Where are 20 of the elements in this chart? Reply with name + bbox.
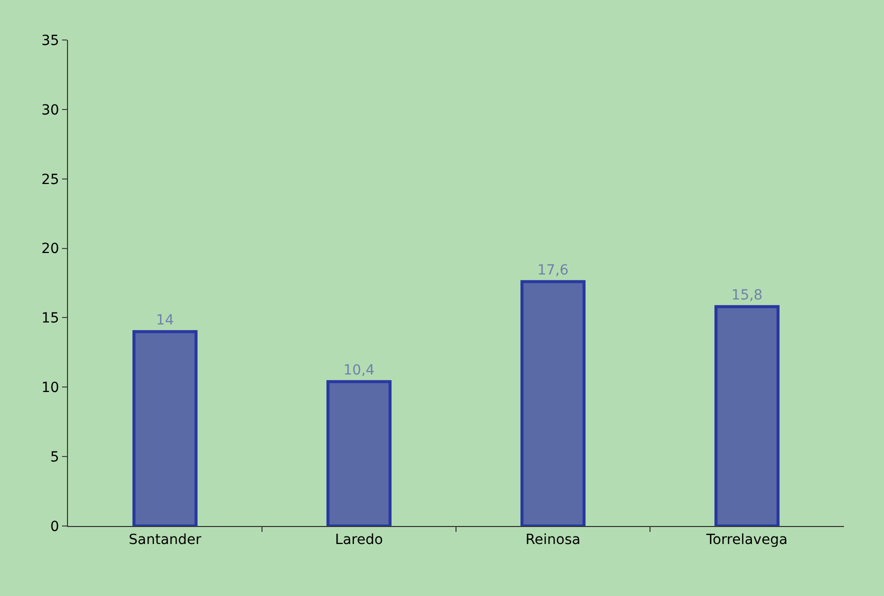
x-tick-label: Torrelavega <box>705 532 788 548</box>
x-tick-label: Reinosa <box>526 532 580 548</box>
x-tick-label: Santander <box>128 532 202 548</box>
x-tick-label: Laredo <box>335 532 383 548</box>
bar <box>132 330 198 526</box>
y-tick-label: 0 <box>50 518 60 535</box>
data-label: 14 <box>156 312 174 329</box>
y-tick-label: 15 <box>41 310 60 327</box>
bar <box>326 380 392 526</box>
y-tick-label: 20 <box>41 241 60 258</box>
y-tick-label: 30 <box>41 102 60 118</box>
data-label: 10,4 <box>343 362 375 379</box>
y-tick-label: 10 <box>41 380 60 396</box>
data-label: 17,6 <box>537 262 569 279</box>
y-tick-label: 5 <box>50 449 60 466</box>
data-label: 15,8 <box>731 288 763 304</box>
y-tick-label: 25 <box>41 172 60 188</box>
bar <box>520 280 586 526</box>
bar <box>714 305 780 526</box>
y-tick-label: 35 <box>41 32 60 49</box>
